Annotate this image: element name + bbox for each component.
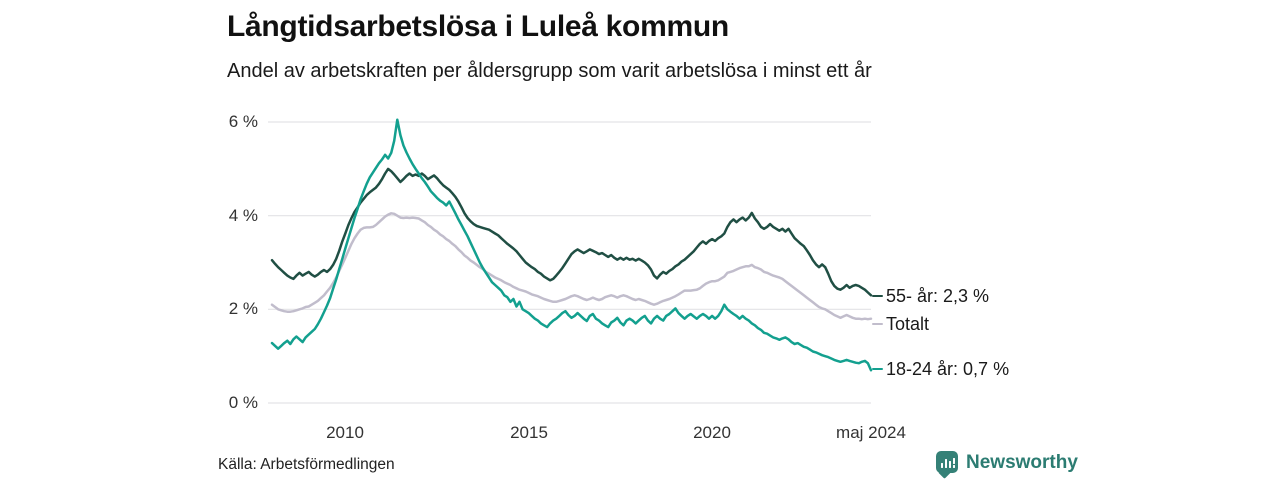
line-18-24-år [270,118,873,372]
x-axis-tick-2010: 2010 [326,423,364,442]
series-label-18-24-ar: 18-24 år: 0,7 % [872,357,1009,381]
series-tick-totalt [872,322,883,326]
logo-bubble-tail [938,465,951,479]
chart-subtitle: Andel av arbetskraften per åldersgrupp s… [227,60,872,82]
series-label-text: Totalt [886,313,930,334]
line-Totalt [270,212,873,321]
series-label-text: 18-24 år: 0,7 % [886,358,1010,379]
series-label-text: 55- år: 2,3 % [886,285,990,306]
x-axis-tick-2020: 2020 [693,423,731,442]
series-tick-18-24-ar [872,367,883,371]
x-axis-tick-2015: 2015 [510,423,548,442]
series-label-totalt: Totalt [872,312,929,336]
newsworthy-wordmark: Newsworthy [966,452,1078,473]
y-axis-tick-0: 0 % [228,393,258,412]
y-axis-tick-4: 4 % [228,206,258,225]
newsworthy-logo-icon [936,451,958,479]
line-55--år [270,167,873,297]
plot-area [268,108,874,408]
y-axis-tick-6: 6 % [228,112,258,131]
series-tick-55-ar [872,294,883,298]
page-title: Långtidsarbetslösa i Luleå kommun [227,10,729,43]
chart-svg [268,118,873,404]
x-axis-tick-maj-2024: maj 2024 [836,423,906,442]
series-label-55-ar: 55- år: 2,3 % [872,284,989,308]
y-axis-tick-2: 2 % [228,299,258,318]
source-note: Källa: Arbetsförmedlingen [218,456,395,473]
